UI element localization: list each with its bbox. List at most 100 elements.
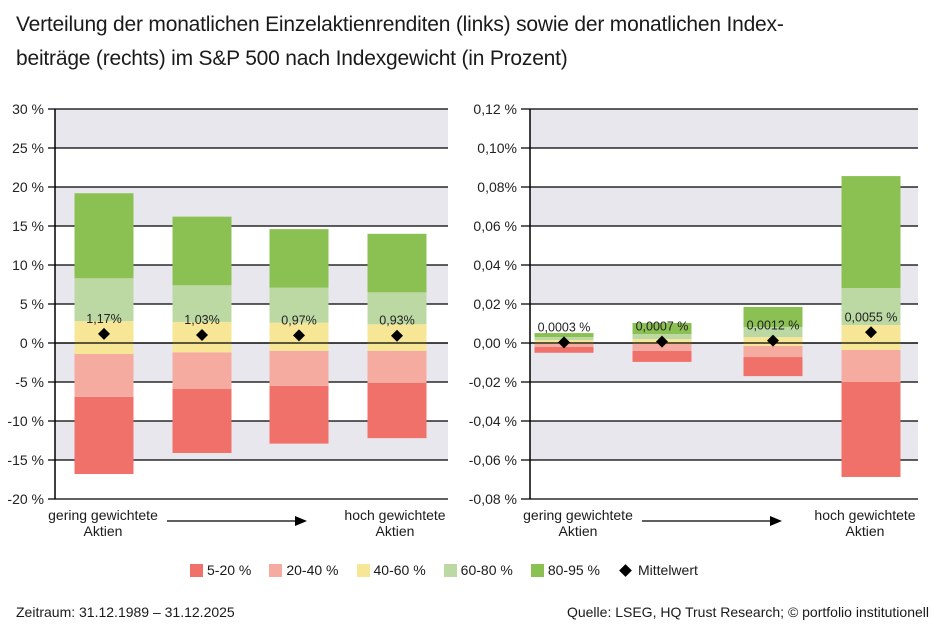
y-tick-label: 0,02 %	[473, 296, 517, 312]
mean-label: 1,17%	[86, 312, 121, 326]
y-tick-label: -20 %	[7, 491, 44, 507]
mean-label: 1,03%	[184, 313, 219, 327]
y-tick-label: -0,08 %	[469, 491, 517, 507]
bar-segment-p80-95	[841, 176, 901, 289]
mean-label: 0,0007 %	[636, 320, 689, 334]
bar-group: 0,0007 %	[632, 320, 692, 362]
y-tick-label: 0,00 %	[473, 335, 517, 351]
y-tick-label: 30 %	[12, 101, 44, 117]
right-chart: 0,12 % 0,10% 0,08% 0,06 % 0,04 % 0,02 % 0,00 %…	[469, 101, 918, 539]
y-tick-label: -0,04 %	[469, 413, 517, 429]
x-label-high-weight: hoch gewichtete	[814, 507, 915, 523]
bar-segment-p20-40	[172, 352, 232, 390]
x-label-high-weight-2: Aktien	[376, 523, 415, 539]
bar-segment-p80-95	[534, 333, 594, 338]
bar-segment-p20-40	[841, 350, 901, 382]
mean-label: 0,93%	[379, 314, 414, 328]
legend-swatch	[190, 563, 203, 577]
bar-segment-p20-40	[269, 350, 329, 386]
bar-group: 0,0012 %	[743, 306, 803, 377]
x-label-low-weight: gering gewichtete	[48, 507, 158, 523]
left-chart: 30 % 25 % 20 % 15 % 10 % 5 % 0 % -5 % -10 % -15 %…	[7, 101, 448, 539]
footer-period: Zeitraum: 31.12.1989 – 31.12.2025	[16, 604, 235, 620]
y-tick-label: 20 %	[12, 179, 44, 195]
footer-source: Quelle: LSEG, HQ Trust Research; © portf…	[566, 604, 929, 620]
bar-segment-p60-80	[367, 292, 427, 325]
legend-label: 5-20 %	[207, 562, 252, 578]
bar-segment-p20-40	[743, 345, 803, 358]
bar-group: 0,0003 %	[534, 320, 594, 353]
bar-segment-p5-20	[172, 389, 232, 453]
bar-segment-p5-20	[743, 357, 803, 377]
bar-segment-p60-80	[74, 278, 134, 322]
y-tick-label: -10 %	[7, 413, 44, 429]
bar-segment-p60-80	[269, 287, 329, 323]
mean-marker	[656, 335, 668, 348]
mean-label: 0,0003 %	[538, 320, 591, 334]
chart-title-line-2: beiträge (rechts) im S&P 500 nach Indexg…	[16, 47, 568, 70]
weight-arrow-head-icon	[295, 516, 307, 526]
mean-marker	[293, 329, 305, 342]
legend-swatch	[356, 563, 370, 577]
y-tick-label: 0 %	[20, 335, 44, 351]
bar-segment-p80-95	[172, 216, 232, 286]
legend-swatch	[443, 563, 457, 577]
x-label-low-weight-2: Aktien	[84, 523, 123, 539]
mean-label: 0,0012 %	[747, 319, 800, 333]
legend-swatch	[530, 563, 544, 577]
x-label-low-weight-2: Aktien	[559, 523, 598, 539]
chart-title: Verteilung der monatlichen Einzelaktienr…	[16, 8, 916, 76]
legend-label: 40-60 %	[373, 562, 426, 578]
bar-group: 0,93%	[367, 233, 427, 439]
legend-item: 20-40 %	[269, 562, 339, 578]
mean-marker	[391, 329, 403, 342]
y-tick-label: 0,04 %	[473, 257, 517, 273]
bar-group: 0,97%	[269, 229, 329, 444]
y-tick-label: 0,12 %	[473, 101, 517, 117]
bar-segment-p60-80	[841, 288, 901, 326]
mean-marker	[196, 328, 208, 341]
mean-marker	[865, 326, 877, 339]
bar-segment-p5-20	[367, 382, 427, 439]
y-tick-label: -5 %	[15, 374, 44, 390]
bar-segment-p80-95	[632, 322, 692, 335]
bar-group: 1,03%	[172, 216, 232, 453]
legend-swatch	[269, 563, 283, 577]
bar-segment-p5-20	[534, 346, 594, 353]
bar-segment-p5-20	[74, 396, 134, 475]
legend-item: 5-20 %	[190, 562, 251, 578]
mean-diamond-icon	[619, 563, 632, 577]
mean-marker	[767, 334, 779, 347]
legend-item: 40-60 %	[356, 562, 426, 578]
x-label-high-weight-2: Aktien	[846, 523, 885, 539]
mean-label: 0,0055 %	[845, 310, 898, 324]
chart-title-line-1: Verteilung der monatlichen Einzelaktienr…	[16, 13, 784, 36]
bar-segment-p5-20	[269, 385, 329, 444]
x-label-low-weight: gering gewichtete	[523, 507, 633, 523]
bar-segment-p80-95	[269, 229, 329, 288]
bar-group: 0,0055 %	[841, 176, 901, 477]
bar-segment-p5-20	[632, 350, 692, 362]
bar-segment-p80-95	[367, 233, 427, 293]
y-tick-label: 0,10%	[477, 140, 517, 156]
y-tick-label: 0,08%	[477, 179, 517, 195]
bar-segment-p80-95	[743, 306, 803, 328]
y-tick-label: 0,06 %	[473, 218, 517, 234]
bar-segment-p5-20	[841, 382, 901, 477]
legend-label: 80-95 %	[547, 562, 600, 578]
bar-group: 1,17%	[74, 193, 134, 475]
bar-segment-p60-80	[743, 327, 803, 338]
y-tick-label: -0,02 %	[469, 374, 517, 390]
legend-label: 20-40 %	[286, 562, 339, 578]
mean-label: 0,97%	[281, 313, 316, 327]
bar-segment-p60-80	[172, 285, 232, 322]
background-band	[530, 109, 918, 148]
legend-label: 60-80 %	[460, 562, 513, 578]
background-band	[55, 109, 448, 148]
bar-segment-p20-40	[367, 350, 427, 383]
y-tick-label: -0,06 %	[469, 452, 517, 468]
x-label-high-weight: hoch gewichtete	[344, 507, 445, 523]
bar-segment-p80-95	[74, 193, 134, 279]
charts-canvas: 30 % 25 % 20 % 15 % 10 % 5 % 0 % -5 % -10 % -15 %…	[7, 101, 918, 539]
weight-arrow-head-icon	[770, 516, 782, 526]
